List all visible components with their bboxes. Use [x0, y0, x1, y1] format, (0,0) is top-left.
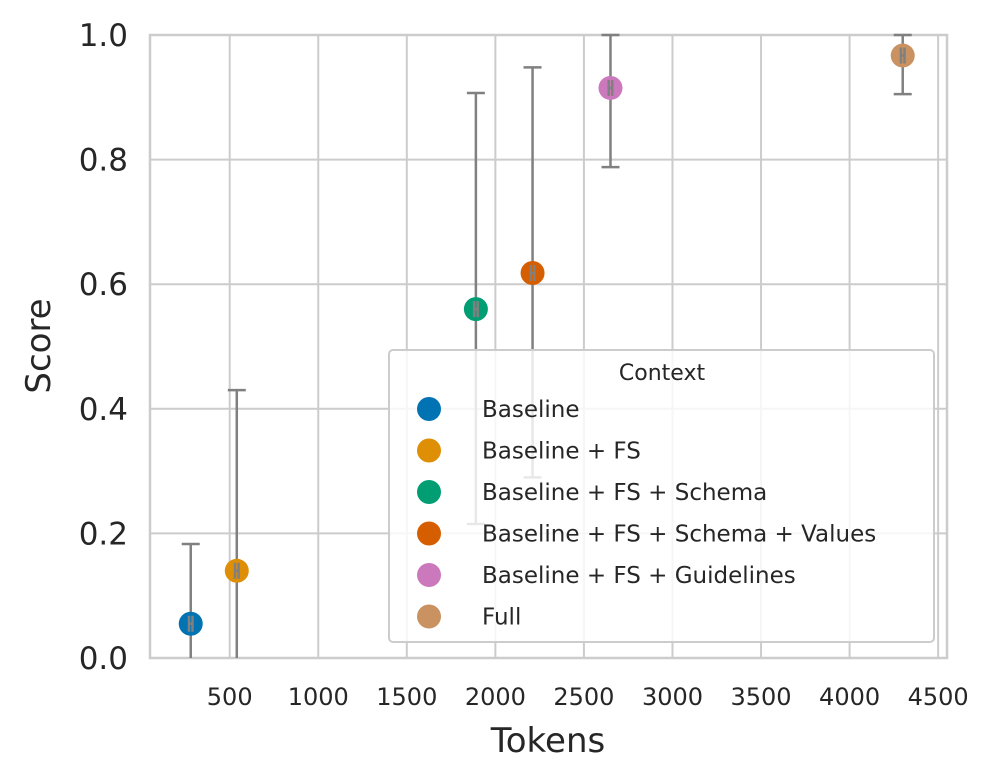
legend-entries: Baseline Baseline + FS Baseline + FS + Sch…	[417, 397, 876, 631]
y-tick-label: 0.8	[79, 143, 128, 179]
legend-label: Baseline + FS + Schema	[482, 480, 767, 506]
legend: Context Baseline Baseline + FS Baseline + …	[388, 349, 935, 643]
legend-marker	[417, 397, 441, 421]
legend-label: Baseline	[482, 397, 580, 423]
x-tick-label: 4500	[908, 683, 969, 711]
legend-label: Baseline + FS	[482, 439, 641, 465]
x-axis-label: Tokens	[490, 721, 605, 761]
x-tick-label: 4000	[819, 683, 880, 711]
legend-marker	[417, 604, 441, 629]
x-error-bar	[187, 615, 194, 632]
y-axis-label: Score	[19, 298, 59, 393]
x-error-bar	[607, 79, 614, 96]
x-error-bar	[233, 562, 240, 579]
legend-marker	[417, 480, 441, 504]
error-bar	[601, 33, 620, 169]
x-tick-label: 2000	[465, 683, 526, 711]
error-bar	[227, 388, 246, 658]
legend-entry: Baseline + FS + Guidelines	[417, 563, 796, 589]
legend-entry: Baseline + FS + Schema	[417, 480, 767, 506]
legend-entry: Full	[417, 604, 521, 631]
x-tick-label: 500	[207, 683, 253, 711]
tick-layer: 500 1000 1500 2000 2500 3000 3500 4000 4500 0.0 0.…	[79, 18, 969, 711]
x-tick-label: 1000	[288, 683, 349, 711]
grid-layer	[150, 34, 947, 659]
legend-entry: Baseline	[417, 397, 580, 423]
x-error-bar	[472, 301, 479, 318]
legend-label: Full	[482, 605, 521, 631]
error-bar	[181, 542, 200, 658]
y-tick-label: 0.6	[79, 267, 128, 303]
x-tick-label: 2500	[553, 683, 614, 711]
y-tick-label: 1.0	[79, 18, 128, 54]
legend-marker	[417, 521, 441, 546]
y-tick-label: 0.2	[79, 516, 128, 552]
legend-entry: Baseline + FS	[417, 438, 641, 465]
point-layer	[178, 43, 915, 636]
legend-label: Baseline + FS + Schema + Values	[482, 522, 876, 548]
legend-marker	[417, 563, 441, 587]
x-tick-label: 1500	[376, 683, 437, 711]
y-tick-label: 0.4	[79, 392, 128, 428]
legend-entry: Baseline + FS + Schema + Values	[417, 521, 876, 548]
legend-box	[388, 349, 935, 643]
y-tick-label: 0.0	[79, 641, 128, 677]
x-error-bar	[899, 47, 906, 64]
x-tick-label: 3000	[642, 683, 703, 711]
legend-marker	[417, 438, 441, 463]
plot-frame	[148, 33, 949, 660]
x-error-bar	[529, 264, 536, 281]
x-tick-label: 3500	[730, 683, 791, 711]
legend-title: Context	[619, 361, 706, 386]
legend-label: Baseline + FS + Guidelines	[482, 563, 796, 589]
